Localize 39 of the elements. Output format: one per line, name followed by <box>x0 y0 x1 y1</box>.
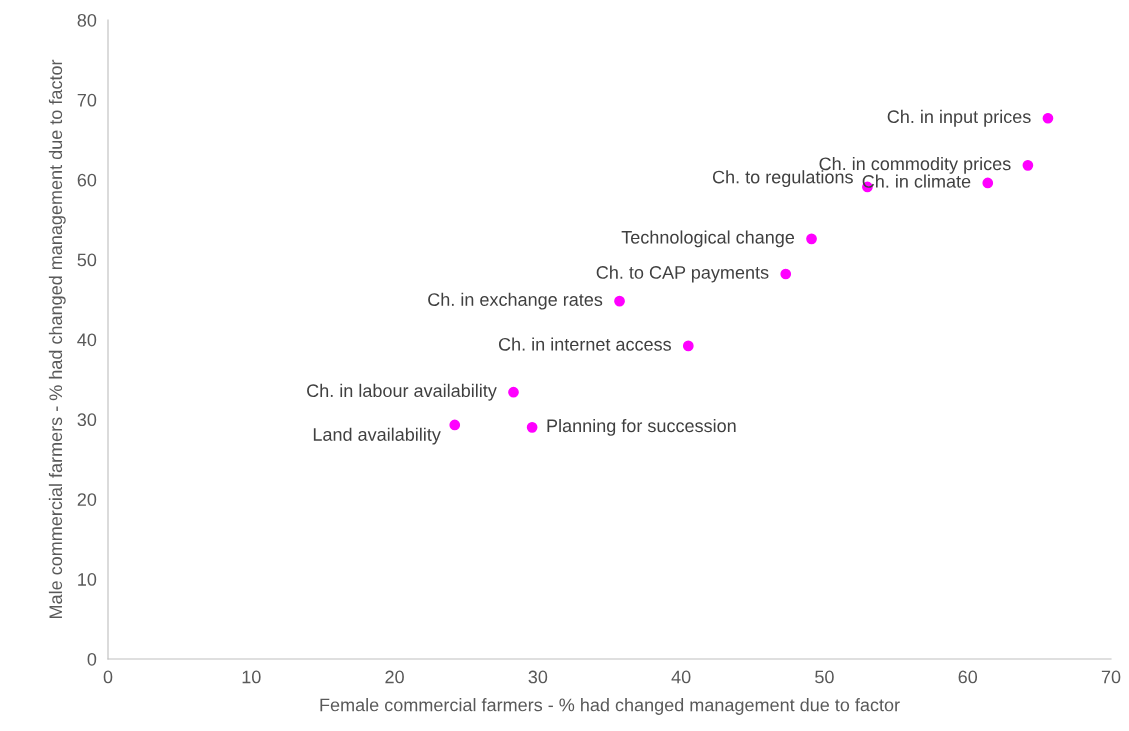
annotation: Planning for succession <box>547 418 736 436</box>
y-tick-label: 20 <box>77 493 97 506</box>
y-tick-label: 80 <box>77 13 97 27</box>
x-tick-label: 20 <box>385 670 404 684</box>
annotation: Ch. in internet access <box>498 337 671 351</box>
point <box>1022 160 1034 171</box>
x-tick-label: 0 <box>103 670 113 684</box>
point <box>526 422 538 433</box>
annotation: Ch. to CAP payments <box>596 265 769 283</box>
annotation: Technological change <box>621 230 795 248</box>
point <box>682 340 694 352</box>
annotation: Land availability <box>313 427 441 445</box>
x-tick-label: 10 <box>242 670 261 684</box>
point <box>806 233 817 245</box>
annotation: Ch. in input prices <box>887 109 1031 127</box>
annotation: Ch. in climate <box>862 174 971 188</box>
point <box>780 268 792 280</box>
annotation: Ch. in exchange rates <box>428 292 603 310</box>
point <box>508 386 519 398</box>
y-tick-label: 60 <box>77 173 97 187</box>
annotation: Ch. in labour availability <box>307 383 497 401</box>
y-tick-label: 50 <box>77 253 97 267</box>
x-tick-label: 60 <box>958 670 978 684</box>
x-tick-label: 70 <box>1101 670 1121 684</box>
point <box>614 295 625 307</box>
y-tick-label: 30 <box>77 413 97 427</box>
annotation: Ch. to regulations <box>712 170 853 188</box>
x-tick-label: 40 <box>671 670 691 684</box>
y-tick-label: 10 <box>78 573 97 586</box>
x-tick-label: 30 <box>528 670 548 684</box>
x-tick-label: 50 <box>815 670 834 684</box>
point <box>1042 112 1054 124</box>
point <box>449 419 461 431</box>
y-tick-label: 40 <box>77 333 97 347</box>
point <box>982 177 994 189</box>
y-tick-label: 0 <box>87 652 97 666</box>
y-tick-label: 70 <box>77 93 97 107</box>
x-axis-title: Female commercial farmers - % had changed management due to factor <box>320 698 900 715</box>
y-axis-title: Male commercial farmers - % had changed management due to factor <box>48 59 66 618</box>
